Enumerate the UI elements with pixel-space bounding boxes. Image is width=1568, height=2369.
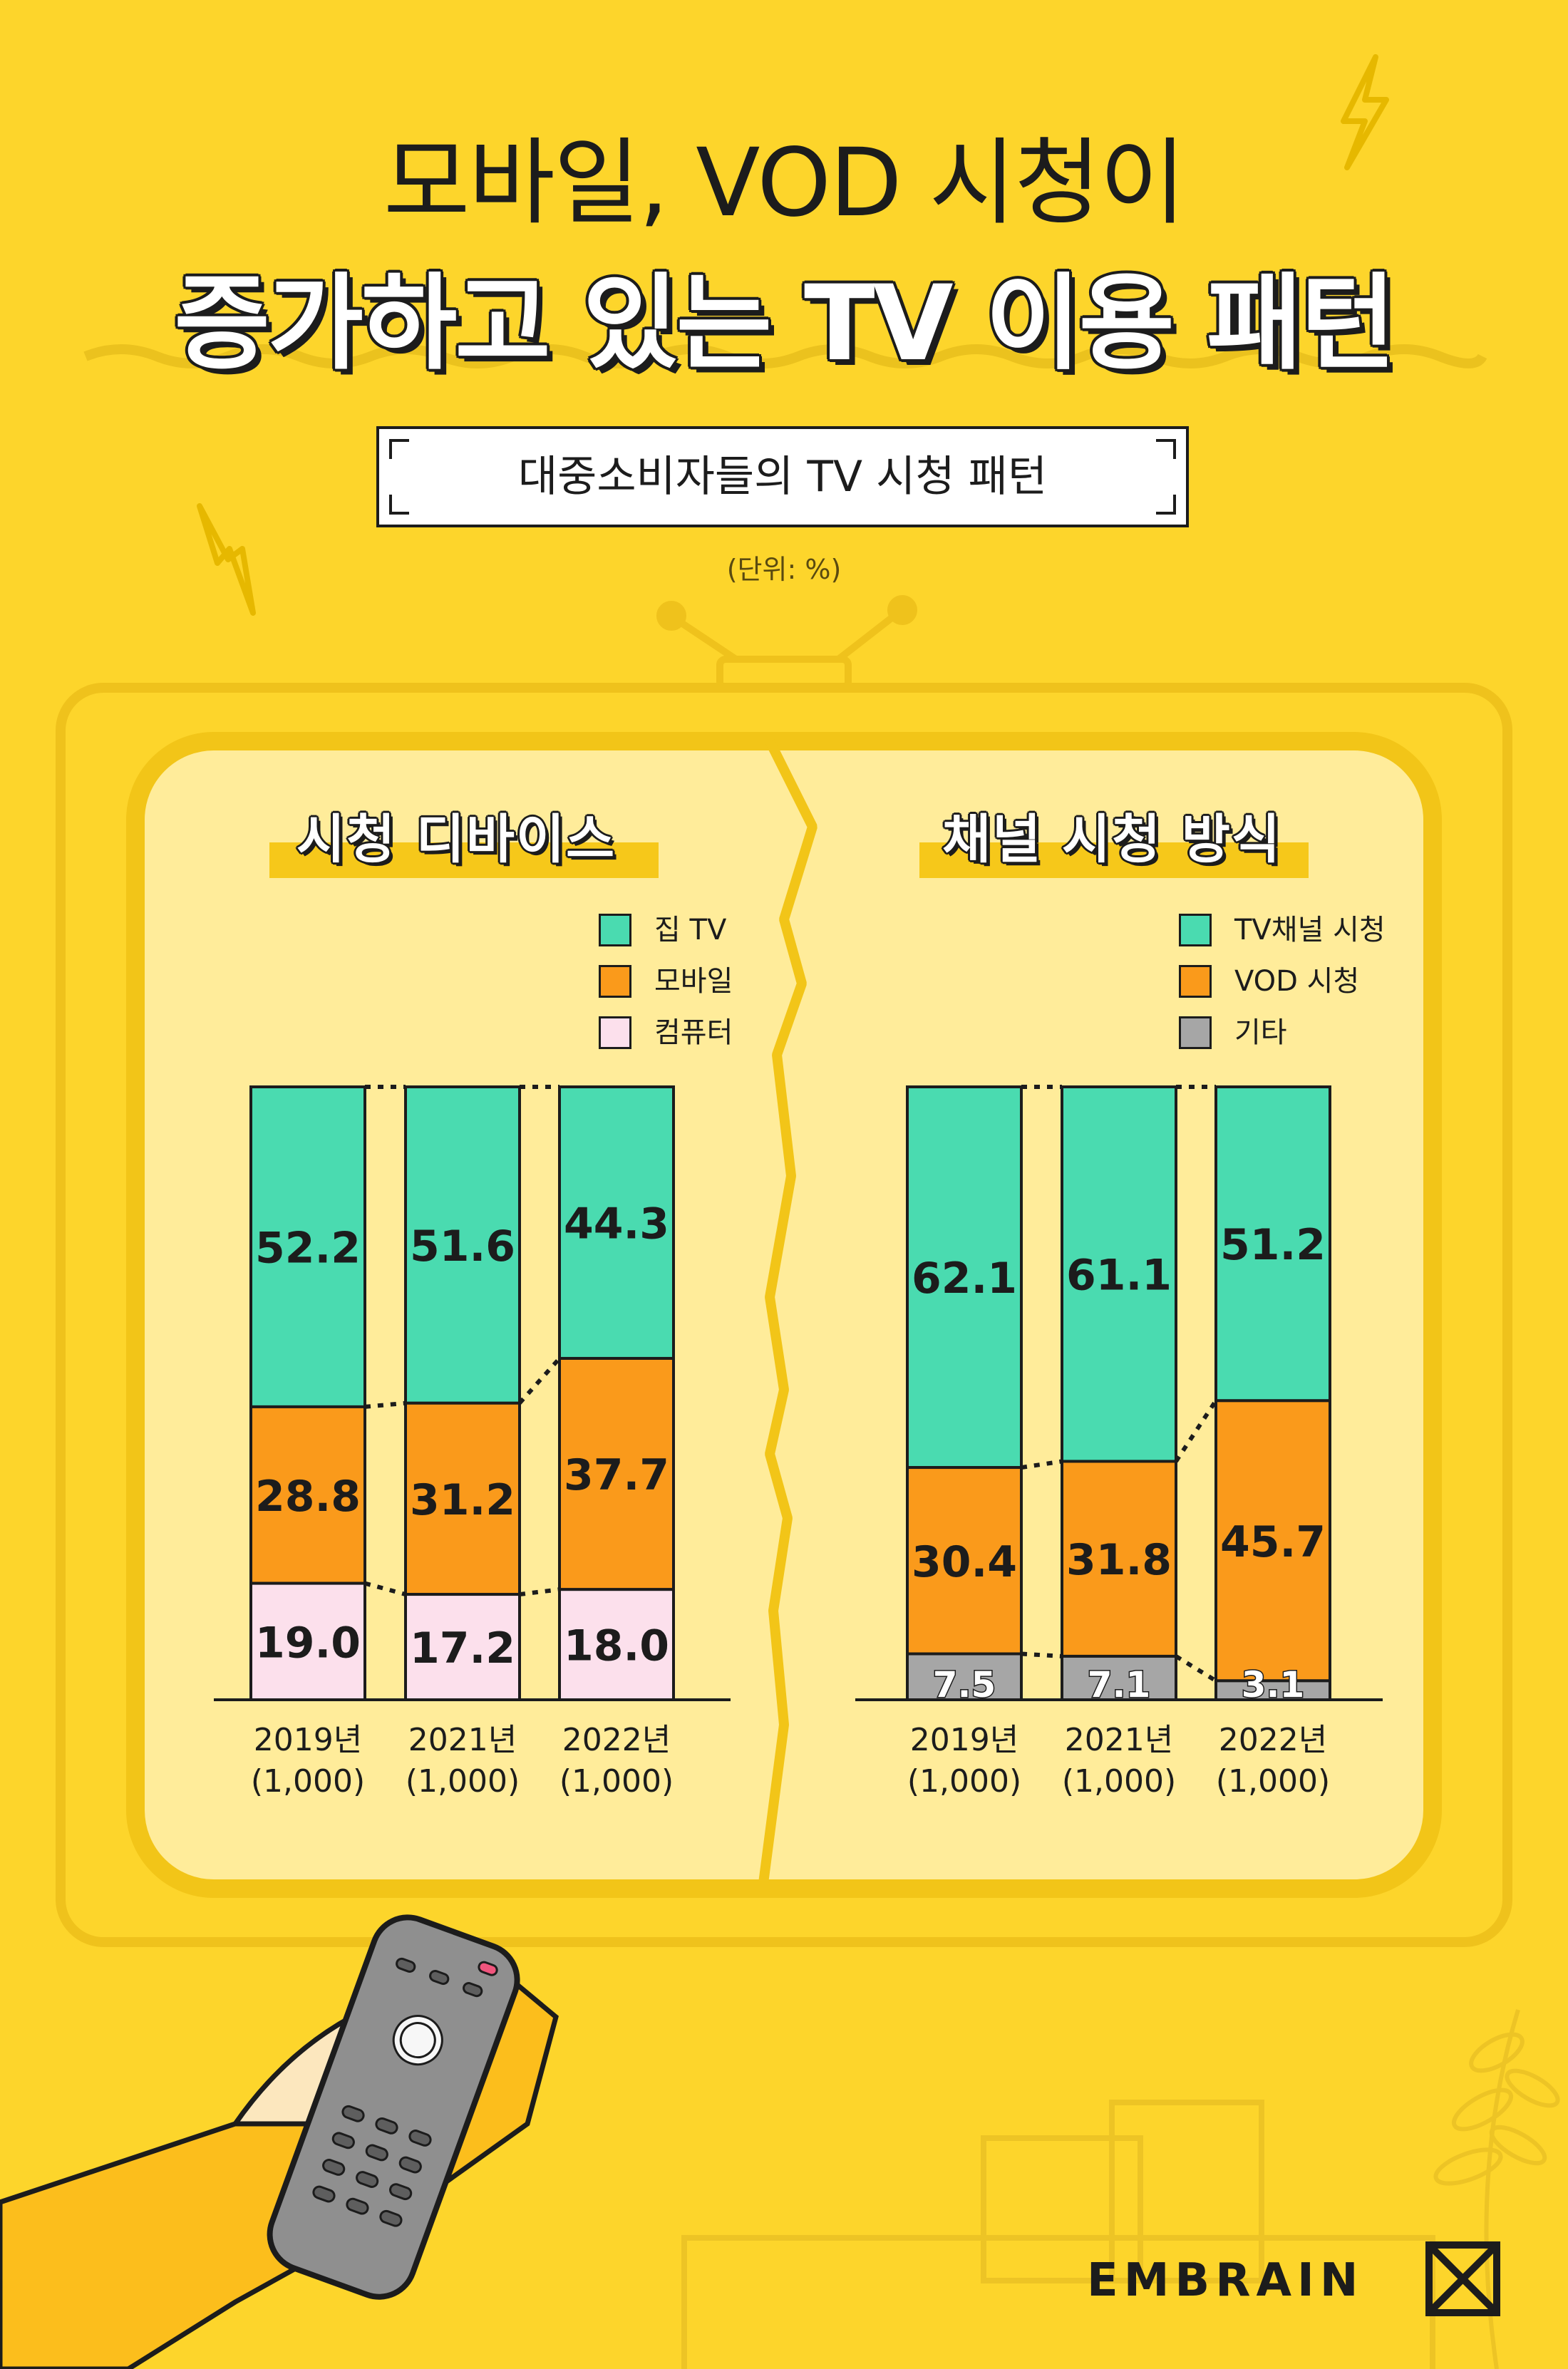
- data-label: 19.0: [255, 1618, 361, 1668]
- data-label: 45.7: [1220, 1517, 1326, 1567]
- data-label: 18.0: [564, 1621, 669, 1671]
- remote-control-icon: [0, 1914, 559, 2369]
- x-tick-year: 2021년: [1064, 1722, 1174, 1758]
- x-tick-note: (1,000): [1061, 1763, 1177, 1800]
- connector-line: [1021, 1651, 1063, 1658]
- bar-segment: [404, 1401, 521, 1596]
- legend-swatch: [599, 914, 631, 946]
- data-label: 17.2: [410, 1624, 515, 1673]
- connector-line: [517, 1356, 562, 1405]
- subtitle-box: 대중소비자들의 TV 시청 패턴: [376, 426, 1189, 527]
- legend-swatch: [599, 1016, 631, 1049]
- embrain-logo-icon: [1425, 2241, 1500, 2316]
- connector-line: [1021, 1459, 1063, 1470]
- legend-label: 기타: [1234, 1016, 1287, 1049]
- data-label: 28.8: [255, 1472, 361, 1522]
- legend-swatch: [1179, 1016, 1212, 1049]
- page-title-line2: 증가하고 있는 TV 이용 패턴: [174, 263, 1396, 384]
- bar-segment: [558, 1588, 675, 1701]
- lightning-icon: [1341, 54, 1389, 170]
- legend-label: 컴퓨터: [654, 1016, 733, 1049]
- x-tick-year: 2022년: [1218, 1722, 1328, 1758]
- bar-segment: [558, 1356, 675, 1591]
- bar-segment: [1061, 1085, 1177, 1463]
- x-tick-note: (1,000): [250, 1763, 366, 1800]
- section-highlight: [269, 842, 659, 878]
- x-tick-label: 2019년 (1,000): [222, 1720, 393, 1802]
- legend-label: VOD 시청: [1234, 965, 1360, 998]
- legend-label: 모바일: [654, 965, 733, 998]
- bar-segment: [558, 1085, 675, 1360]
- data-label: 52.2: [255, 1223, 361, 1273]
- bar-segment: [249, 1405, 366, 1585]
- connector-line: [1175, 1654, 1217, 1683]
- data-label: 30.4: [912, 1537, 1017, 1587]
- x-tick-year: 2021년: [408, 1722, 517, 1758]
- corner-mark: [1156, 439, 1176, 459]
- corner-mark: [389, 439, 409, 459]
- unit-label: (단위: %): [726, 554, 842, 585]
- page-title-line1: 모바일, VOD 시청이: [383, 128, 1186, 238]
- x-tick-year: 2022년: [562, 1722, 671, 1758]
- x-tick-label: 2021년 (1,000): [1033, 1720, 1205, 1802]
- legend-swatch: [599, 965, 631, 998]
- lightning-icon: [197, 503, 256, 616]
- x-tick-note: (1,000): [559, 1763, 674, 1800]
- bar-segment: [906, 1085, 1023, 1470]
- bar-segment: [404, 1085, 521, 1405]
- data-label: 44.3: [564, 1199, 669, 1249]
- section-highlight: [919, 842, 1309, 878]
- data-label: 7.5: [933, 1664, 996, 1705]
- x-tick-year: 2019년: [909, 1722, 1019, 1758]
- connector-line: [1174, 1399, 1218, 1463]
- corner-mark: [1156, 495, 1176, 515]
- data-label: 37.7: [564, 1450, 669, 1500]
- subtitle: 대중소비자들의 TV 시청 패턴: [517, 452, 1048, 502]
- x-tick-year: 2019년: [253, 1722, 363, 1758]
- x-tick-note: (1,000): [405, 1763, 520, 1800]
- data-label: 31.2: [410, 1475, 515, 1525]
- legend-swatch: [1179, 965, 1212, 998]
- bar-segment: [1061, 1654, 1177, 1701]
- data-label: 61.1: [1066, 1251, 1172, 1301]
- data-label: 51.6: [410, 1222, 515, 1271]
- x-tick-note: (1,000): [907, 1763, 1022, 1800]
- data-label: 31.8: [1066, 1535, 1172, 1585]
- x-tick-label: 2021년 (1,000): [377, 1720, 548, 1802]
- bar-segment: [249, 1085, 366, 1408]
- corner-mark: [389, 495, 409, 515]
- data-label: 51.2: [1220, 1220, 1326, 1270]
- screen-crack: [758, 738, 817, 1889]
- title-underline: [83, 344, 1487, 368]
- chart-title-channels: 채널 시청 방식: [942, 809, 1281, 870]
- x-tick-note: (1,000): [1215, 1763, 1331, 1800]
- x-tick-label: 2019년 (1,000): [879, 1720, 1050, 1802]
- legend-label: 집 TV: [654, 914, 727, 946]
- legend-swatch: [1179, 914, 1212, 946]
- brand-name: EMBRAIN: [1087, 2254, 1364, 2307]
- legend-label: TV채널 시청: [1234, 914, 1386, 946]
- bar-segment: [249, 1581, 366, 1702]
- data-label: 62.1: [912, 1254, 1017, 1304]
- chart-title-devices: 시청 디바이스: [296, 809, 617, 870]
- x-tick-label: 2022년 (1,000): [531, 1720, 702, 1802]
- x-tick-label: 2022년 (1,000): [1187, 1720, 1358, 1802]
